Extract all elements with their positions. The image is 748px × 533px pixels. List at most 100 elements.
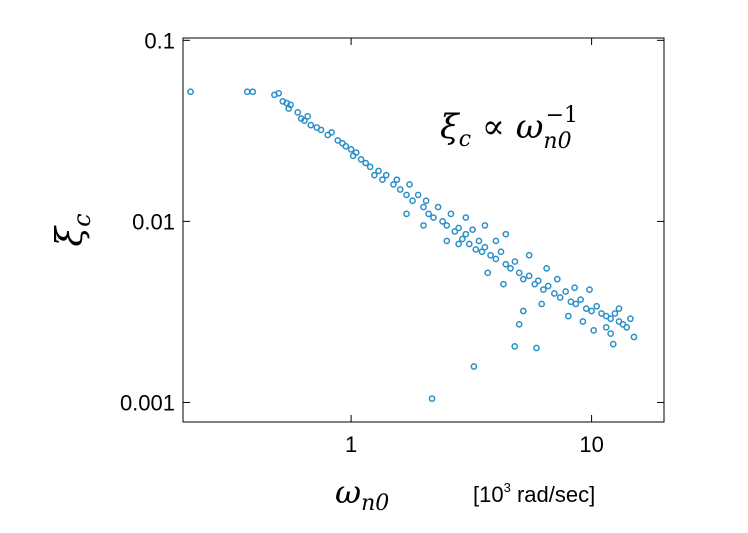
x-axis-unit: [103 rad/sec]	[473, 480, 595, 507]
x-label-symbol: ω	[335, 473, 361, 511]
point	[602, 323, 610, 331]
point	[538, 300, 546, 308]
point	[519, 275, 527, 283]
point	[371, 171, 378, 179]
point	[571, 284, 578, 292]
point	[590, 327, 598, 334]
point	[472, 246, 480, 253]
point	[187, 88, 194, 96]
point	[623, 323, 631, 331]
point	[422, 197, 430, 205]
x-tick-label: 1	[345, 432, 357, 457]
point	[492, 237, 500, 245]
point	[455, 224, 462, 232]
point	[533, 344, 540, 352]
point	[564, 312, 572, 320]
point	[515, 321, 523, 328]
y-label-symbol: ξ	[50, 225, 91, 247]
point	[428, 395, 436, 402]
point	[352, 149, 360, 156]
y-tick-label: 0.1	[144, 28, 175, 53]
point	[243, 88, 251, 96]
point	[481, 243, 489, 251]
annotation-lhs-sub: c	[459, 127, 471, 152]
point	[447, 210, 455, 218]
point	[462, 230, 470, 238]
point	[531, 280, 539, 288]
point	[481, 222, 489, 229]
point	[342, 142, 350, 150]
point	[553, 275, 561, 283]
point	[579, 318, 587, 325]
unit-base: [10	[473, 482, 504, 507]
y-tick-label: 0.01	[132, 209, 175, 234]
point	[502, 230, 510, 238]
point	[285, 105, 293, 112]
point	[317, 126, 325, 134]
point	[588, 307, 595, 315]
point	[451, 228, 459, 235]
x-label-subscript: n0	[361, 491, 389, 516]
point	[357, 156, 365, 163]
point	[414, 191, 422, 199]
point	[627, 315, 634, 323]
point	[275, 89, 283, 97]
point	[487, 251, 494, 259]
point	[534, 277, 542, 285]
point	[347, 145, 355, 153]
x-tick-label: 10	[579, 432, 603, 457]
point	[497, 248, 505, 256]
unit-superscript: 3	[504, 480, 511, 495]
x-axis-label: ωn0	[335, 473, 389, 516]
point	[593, 302, 601, 310]
point	[403, 191, 410, 199]
point	[609, 340, 617, 348]
point	[475, 237, 483, 245]
annotation-rhs-sub: n0	[543, 129, 571, 154]
point	[511, 258, 519, 265]
point	[455, 240, 462, 248]
point	[375, 167, 382, 175]
point	[294, 109, 302, 116]
point	[582, 305, 590, 312]
annotation-lhs: ξ	[440, 107, 461, 147]
point	[507, 265, 514, 272]
point	[470, 363, 478, 370]
point	[379, 176, 386, 184]
point	[492, 255, 500, 263]
point	[409, 197, 416, 205]
annotation-op: ∝	[471, 107, 516, 147]
point	[334, 137, 342, 144]
point	[403, 210, 410, 218]
point	[406, 181, 413, 188]
point	[511, 343, 519, 350]
annotation-rhs: ω	[516, 107, 544, 147]
point	[390, 181, 397, 188]
point	[550, 290, 558, 297]
point	[420, 222, 427, 229]
point	[478, 248, 486, 256]
point	[434, 203, 442, 211]
point	[301, 117, 308, 125]
point	[611, 310, 619, 317]
point	[484, 269, 492, 277]
point	[607, 315, 614, 323]
annotation: ξc ∝ ωn0−1	[440, 103, 578, 154]
point	[249, 88, 257, 96]
point	[425, 210, 432, 218]
point	[396, 186, 404, 193]
point	[307, 121, 315, 129]
point	[562, 288, 570, 295]
point	[519, 307, 527, 315]
point	[469, 226, 476, 234]
point	[430, 214, 437, 221]
point	[525, 251, 533, 259]
point	[572, 300, 580, 308]
point	[439, 218, 446, 225]
y-tick-label: 0.001	[120, 390, 175, 415]
point	[458, 235, 466, 243]
point	[382, 171, 390, 179]
point	[500, 280, 507, 288]
point	[586, 286, 593, 293]
